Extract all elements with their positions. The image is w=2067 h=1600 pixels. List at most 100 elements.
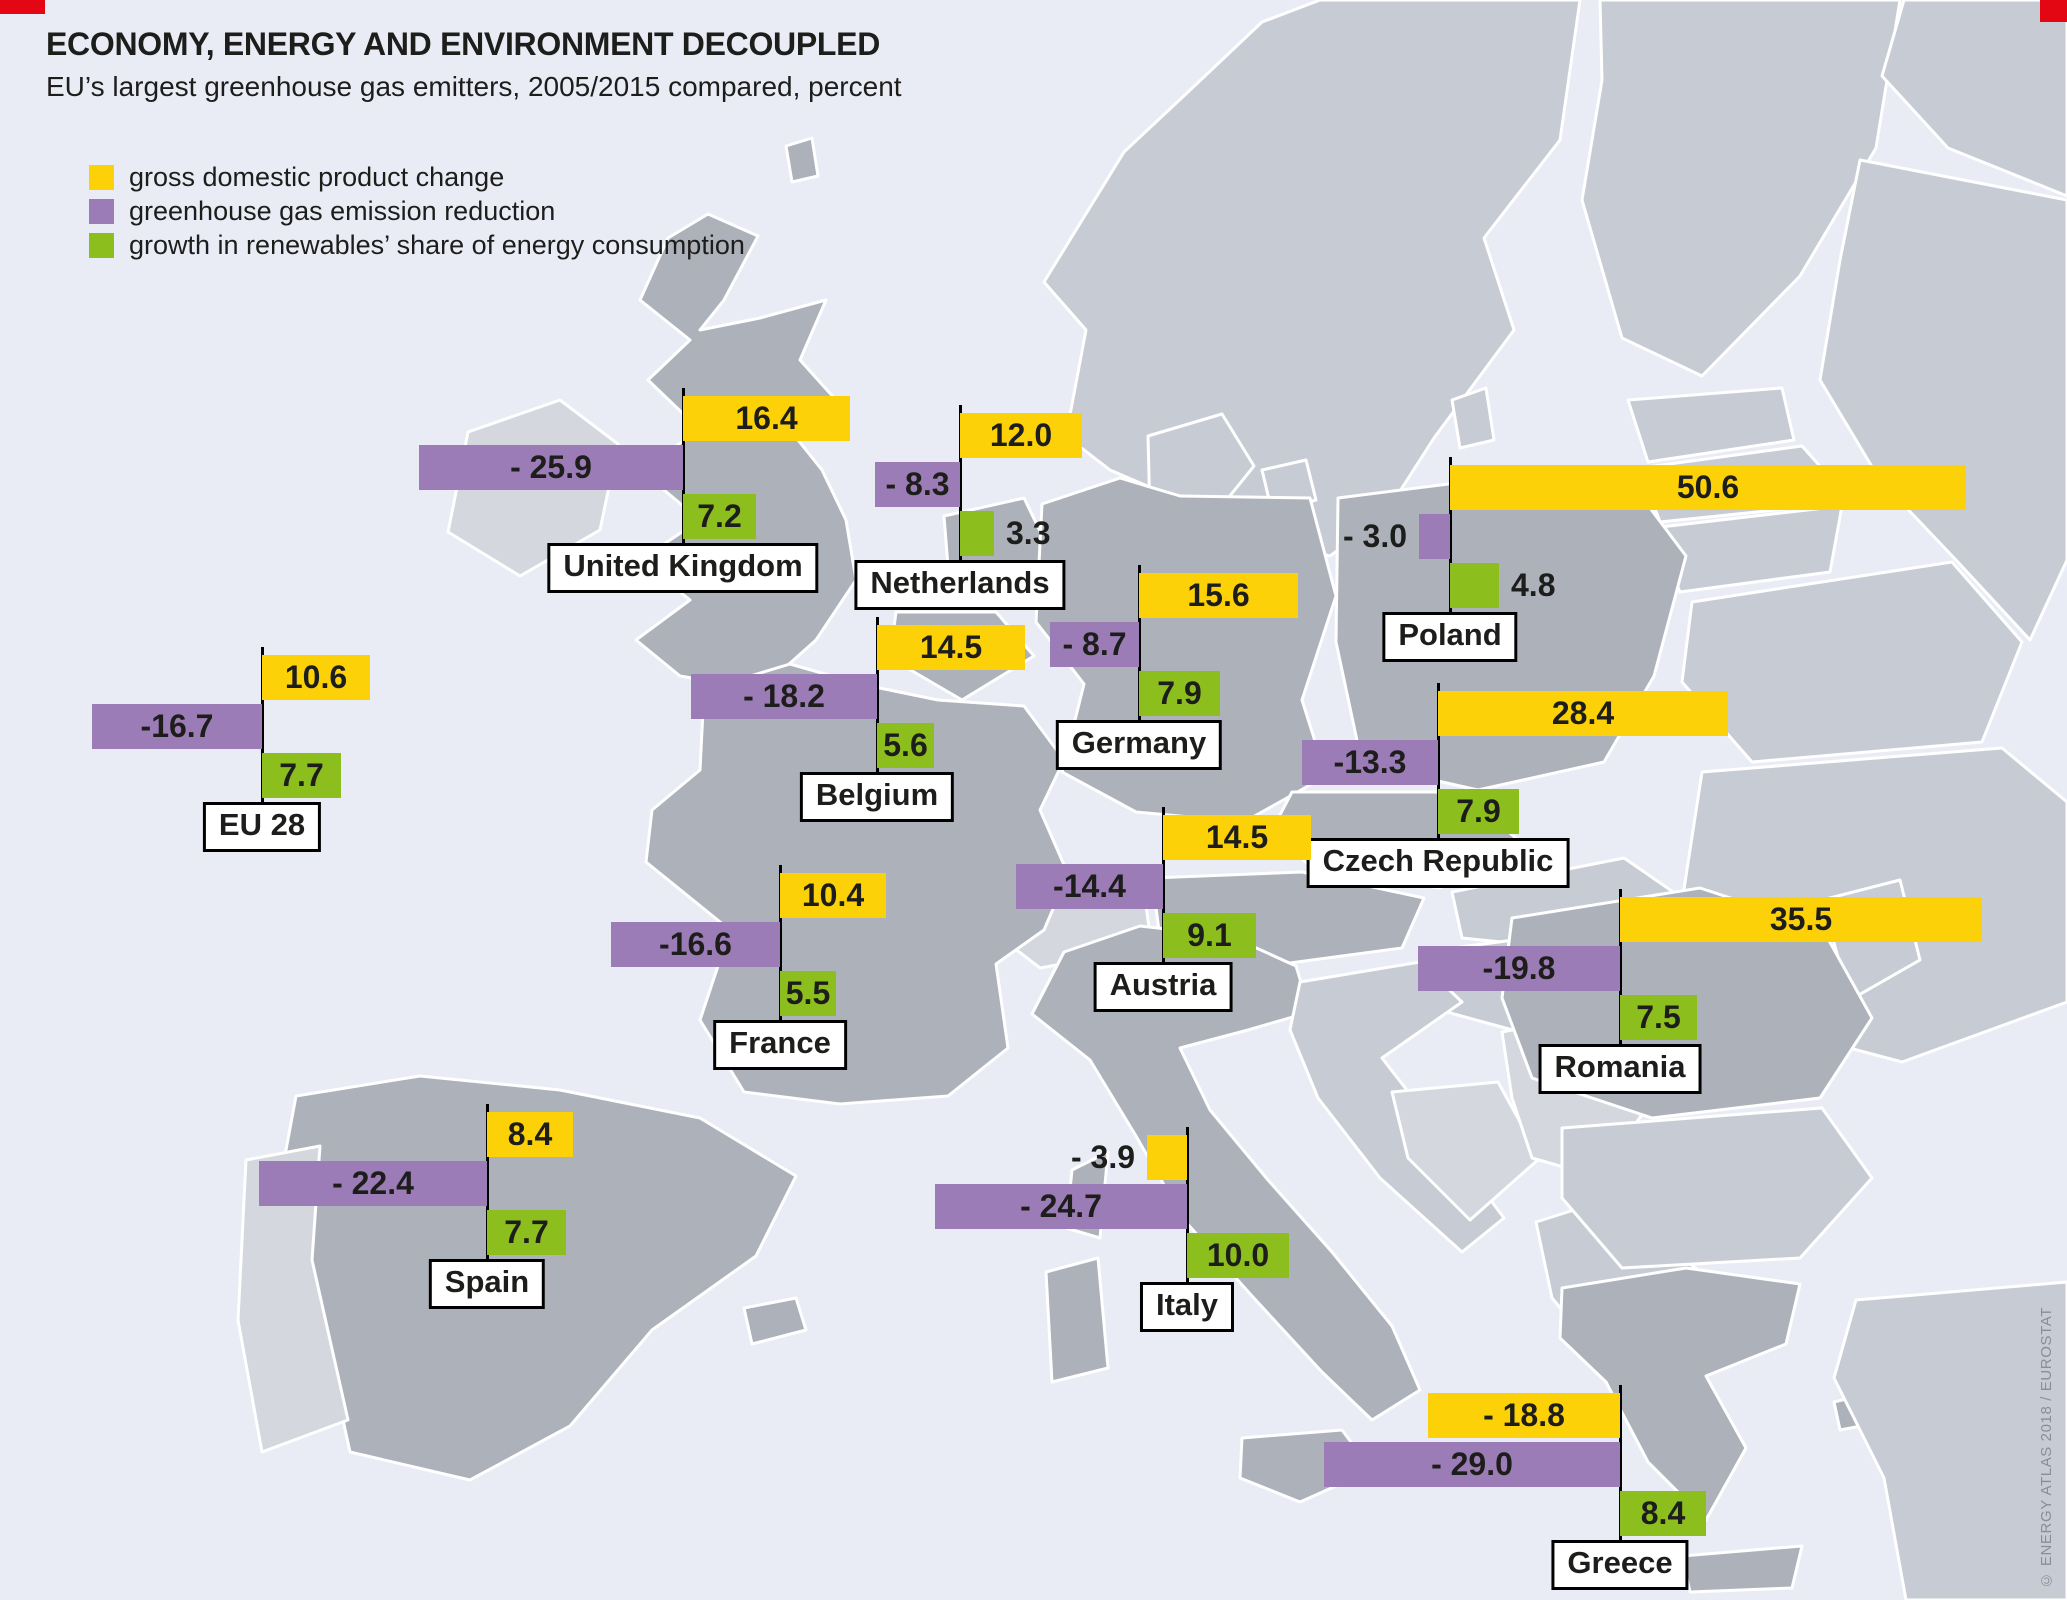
bar-ghg: - 22.4 — [259, 1161, 487, 1206]
bar-value-ghg: -16.7 — [140, 708, 214, 744]
country-label: EU 28 — [202, 802, 322, 852]
bar-value-ghg: - 29.0 — [1431, 1446, 1513, 1482]
legend-label-ghg: greenhouse gas emission reduction — [129, 195, 556, 226]
page-title: ECONOMY, ENERGY AND ENVIRONMENT DECOUPLE… — [46, 26, 881, 62]
bar-value-ghg: -14.4 — [1053, 868, 1126, 904]
bar-ghg: - 8.7 — [1050, 622, 1139, 667]
bar-renewables: 8.4 — [1620, 1491, 1706, 1536]
anchor-line — [1618, 889, 1622, 1046]
legend-item-renewables: growth in renewables’ share of energy co… — [89, 228, 745, 262]
country-label: Spain — [428, 1259, 546, 1309]
bar-gdp: 10.6 — [262, 655, 370, 700]
bar-ghg: -16.7 — [92, 704, 262, 749]
anchor-line — [1185, 1127, 1189, 1284]
country-shape-greece — [1558, 1266, 1802, 1522]
bar-value-gdp: 10.6 — [284, 659, 348, 695]
legend-item-gdp: gross domestic product change — [89, 160, 745, 194]
bar-renewables: 10.0 — [1187, 1233, 1289, 1278]
bar-value-renewables: 5.6 — [883, 727, 928, 763]
bar-value-gdp: 15.6 — [1187, 577, 1250, 613]
bar-renewables: 7.7 — [487, 1210, 566, 1255]
country-shape-bulgaria — [1560, 1106, 1874, 1270]
country-label: Czech Republic — [1306, 838, 1570, 888]
country-label: Germany — [1055, 720, 1223, 770]
bar-value-ghg: -13.3 — [1333, 744, 1407, 780]
bar-renewables: 9.1 — [1163, 913, 1256, 958]
bar-gdp — [1147, 1135, 1187, 1180]
bar-renewables: 7.5 — [1620, 995, 1697, 1040]
bar-gdp: 14.5 — [1163, 815, 1311, 860]
anchor-line — [260, 647, 264, 804]
anchor-line — [681, 388, 685, 545]
country-label: United Kingdom — [547, 543, 819, 593]
ghg-swatch-icon — [89, 198, 114, 224]
country-shape-bosnia — [1390, 1080, 1542, 1222]
country-label: Romania — [1538, 1044, 1702, 1094]
anchor-line — [485, 1104, 489, 1261]
anchor-line — [1137, 565, 1141, 722]
bar-value-ghg: - 3.0 — [1342, 518, 1407, 554]
bar-value-renewables: 5.5 — [785, 975, 831, 1011]
bar-value-gdp: 50.6 — [1676, 469, 1740, 505]
anchor-line — [875, 617, 879, 774]
bar-value-gdp: - 18.8 — [1483, 1397, 1565, 1433]
country-shape-portugal — [236, 1144, 350, 1454]
header: ECONOMY, ENERGY AND ENVIRONMENT DECOUPLE… — [46, 26, 902, 103]
bar-ghg: - 24.7 — [935, 1184, 1187, 1229]
bar-ghg: - 25.9 — [419, 445, 683, 490]
country-label: France — [713, 1020, 847, 1070]
bar-renewables — [960, 511, 994, 556]
page-subtitle: EU’s largest greenhouse gas emitters, 20… — [46, 71, 902, 102]
bar-value-ghg: - 24.7 — [1020, 1188, 1102, 1224]
bar-ghg: - 29.0 — [1324, 1442, 1620, 1487]
bar-ghg: -14.4 — [1016, 864, 1163, 909]
bar-value-renewables: 10.0 — [1206, 1237, 1270, 1273]
country-shape-russia-west — [1818, 158, 2067, 642]
bar-value-renewables: 7.5 — [1636, 999, 1681, 1035]
bar-value-gdp: 14.5 — [919, 629, 983, 665]
bar-ghg: - 8.3 — [875, 462, 960, 507]
bar-gdp: 35.5 — [1620, 897, 1982, 942]
legend-label-gdp: gross domestic product change — [129, 161, 505, 192]
bar-gdp: 16.4 — [683, 396, 850, 441]
island-sardinia — [1044, 1256, 1110, 1384]
legend: gross domestic product change greenhouse… — [89, 160, 745, 262]
bar-value-renewables: 8.4 — [1640, 1495, 1686, 1531]
bar-gdp: 14.5 — [877, 625, 1025, 670]
bar-value-ghg: - 22.4 — [332, 1165, 414, 1201]
bar-value-gdp: 35.5 — [1769, 901, 1833, 937]
bar-value-ghg: -19.8 — [1482, 950, 1556, 986]
bar-value-renewables: 7.7 — [279, 757, 324, 793]
bar-value-renewables: 7.9 — [1157, 675, 1202, 711]
bar-gdp: 50.6 — [1450, 465, 1966, 510]
bar-value-renewables: 3.3 — [1006, 515, 1051, 551]
bar-value-renewables: 7.2 — [697, 498, 742, 534]
bar-value-gdp: 12.0 — [989, 417, 1053, 453]
bar-value-gdp: - 3.9 — [1070, 1139, 1135, 1175]
bar-ghg: - 18.2 — [691, 674, 877, 719]
country-label: Netherlands — [854, 560, 1066, 610]
bar-value-renewables: 4.8 — [1511, 567, 1556, 603]
renewables-swatch-icon — [89, 232, 114, 258]
bar-gdp: - 18.8 — [1428, 1393, 1620, 1438]
bar-ghg: -19.8 — [1418, 946, 1620, 991]
bar-value-ghg: - 8.7 — [1062, 626, 1127, 662]
country-shape-italy — [1030, 924, 1422, 1422]
island-gotland — [1450, 386, 1496, 450]
bar-ghg — [1419, 514, 1450, 559]
bar-gdp: 8.4 — [487, 1112, 573, 1157]
bar-renewables: 7.9 — [1438, 789, 1519, 834]
bar-value-ghg: - 25.9 — [510, 449, 592, 485]
bar-renewables — [1450, 563, 1499, 608]
bar-ghg: -13.3 — [1302, 740, 1438, 785]
country-shape-belarus — [1680, 560, 2024, 764]
bar-value-gdp: 16.4 — [735, 400, 798, 436]
country-shape-estonia — [1626, 386, 1796, 464]
anchor-line — [1161, 807, 1165, 964]
bar-gdp: 15.6 — [1139, 573, 1298, 618]
bar-renewables: 7.2 — [683, 494, 756, 539]
bar-renewables: 5.5 — [780, 971, 836, 1016]
country-shape-turkey — [1832, 1280, 2067, 1600]
bar-gdp: 10.4 — [780, 873, 886, 918]
